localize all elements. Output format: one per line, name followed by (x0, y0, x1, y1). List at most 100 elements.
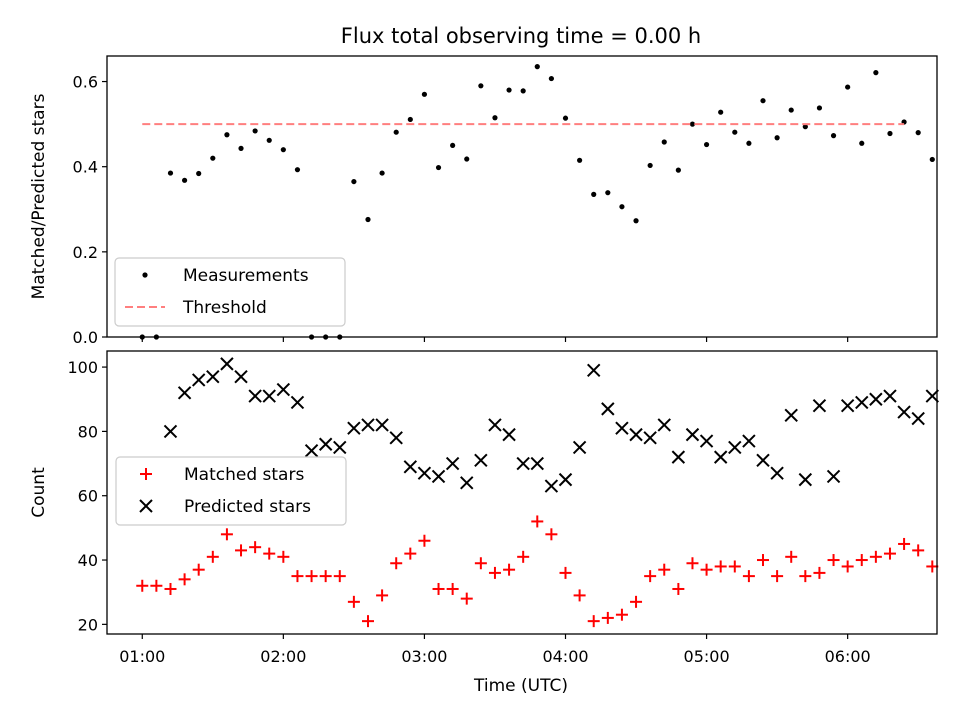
data-point (502, 427, 516, 442)
data-point (619, 204, 625, 210)
data-point (605, 190, 611, 196)
data-point (474, 557, 487, 570)
data-point (238, 145, 244, 151)
data-point (277, 550, 290, 563)
data-point (615, 608, 628, 621)
x-stroke-b (304, 443, 319, 458)
x-stroke-b (685, 427, 700, 442)
x-stroke-b (530, 456, 544, 471)
y-tick-label: 0.0 (73, 328, 98, 347)
data-point (318, 437, 333, 451)
data-point (531, 515, 544, 528)
data-point (845, 84, 851, 90)
data-point (841, 560, 854, 573)
data-point (234, 370, 248, 384)
x-stroke-b (361, 418, 375, 432)
data-point (926, 560, 939, 573)
data-point (252, 128, 258, 134)
data-point (830, 133, 837, 139)
x-stroke-b (572, 440, 587, 455)
x-stroke-b (671, 450, 686, 464)
data-point (813, 566, 826, 579)
x-stroke-b (897, 405, 911, 419)
x-stroke-b (191, 373, 206, 387)
data-point (562, 115, 569, 121)
data-point (912, 544, 925, 557)
data-point (319, 570, 332, 583)
y-tick-label: 60 (78, 487, 98, 506)
x-stroke-b (234, 370, 248, 384)
data-point (728, 560, 741, 573)
x-stroke-b (587, 363, 601, 378)
data-point (615, 421, 629, 435)
data-point (718, 109, 724, 115)
data-point (478, 83, 484, 89)
data-point (445, 456, 460, 471)
data-point (869, 392, 883, 406)
data-point (333, 570, 346, 583)
data-point (181, 177, 188, 183)
x-tick-label: 05:00 (684, 647, 730, 666)
data-point (629, 427, 643, 442)
data-point (559, 566, 572, 579)
legend-frame (114, 257, 346, 327)
x-stroke-b (840, 398, 855, 413)
y-tick-label: 0.4 (73, 158, 98, 177)
data-point (703, 141, 710, 148)
x-stroke-b (784, 408, 798, 423)
y-tick-label: 0.2 (73, 243, 98, 262)
x-stroke-b (460, 476, 474, 490)
x-stroke-b (445, 456, 460, 471)
data-point (450, 142, 456, 149)
data-point (210, 155, 216, 161)
data-point (548, 75, 554, 82)
axes-frame (106, 350, 938, 635)
data-point (503, 563, 516, 576)
data-point (178, 573, 191, 586)
data-point (347, 421, 361, 435)
legend-swatch (142, 272, 148, 278)
data-point (859, 140, 865, 146)
data-point (333, 440, 347, 455)
data-point (150, 579, 163, 592)
data-point (799, 570, 812, 583)
data-point (417, 466, 432, 480)
data-point (816, 105, 823, 111)
data-point (167, 170, 174, 176)
data-point (643, 431, 657, 445)
x-stroke-b (798, 472, 813, 487)
x-stroke-b (375, 418, 389, 432)
x-stroke-b (925, 389, 940, 403)
data-point (742, 434, 756, 448)
data-point (164, 582, 177, 595)
data-point (235, 544, 248, 557)
data-point (404, 547, 417, 560)
legend: Matched stars Predicted stars (115, 456, 347, 526)
y-axis-label: Count (29, 467, 49, 518)
x-stroke-b (643, 431, 657, 445)
data-point (728, 440, 742, 455)
data-point (601, 611, 614, 624)
data-point (873, 70, 879, 76)
legend-swatch (140, 468, 152, 480)
data-point (785, 550, 798, 563)
x-stroke-b (389, 431, 403, 445)
data-point (280, 147, 286, 153)
x-stroke-b (318, 437, 333, 451)
data-point (671, 450, 686, 464)
data-point (488, 418, 502, 432)
data-point (435, 164, 442, 171)
data-point (929, 156, 935, 163)
data-point (883, 389, 897, 403)
x-stroke-b (657, 418, 671, 432)
data-point (788, 107, 794, 113)
chart-title: Flux total observing time = 0.00 h (341, 24, 701, 48)
data-point (290, 395, 305, 410)
x-stroke-b (558, 472, 573, 487)
data-point (840, 398, 855, 413)
data-point (686, 557, 699, 570)
x-stroke-b (474, 453, 488, 468)
data-point (361, 615, 374, 628)
x-stroke-b (911, 411, 925, 426)
